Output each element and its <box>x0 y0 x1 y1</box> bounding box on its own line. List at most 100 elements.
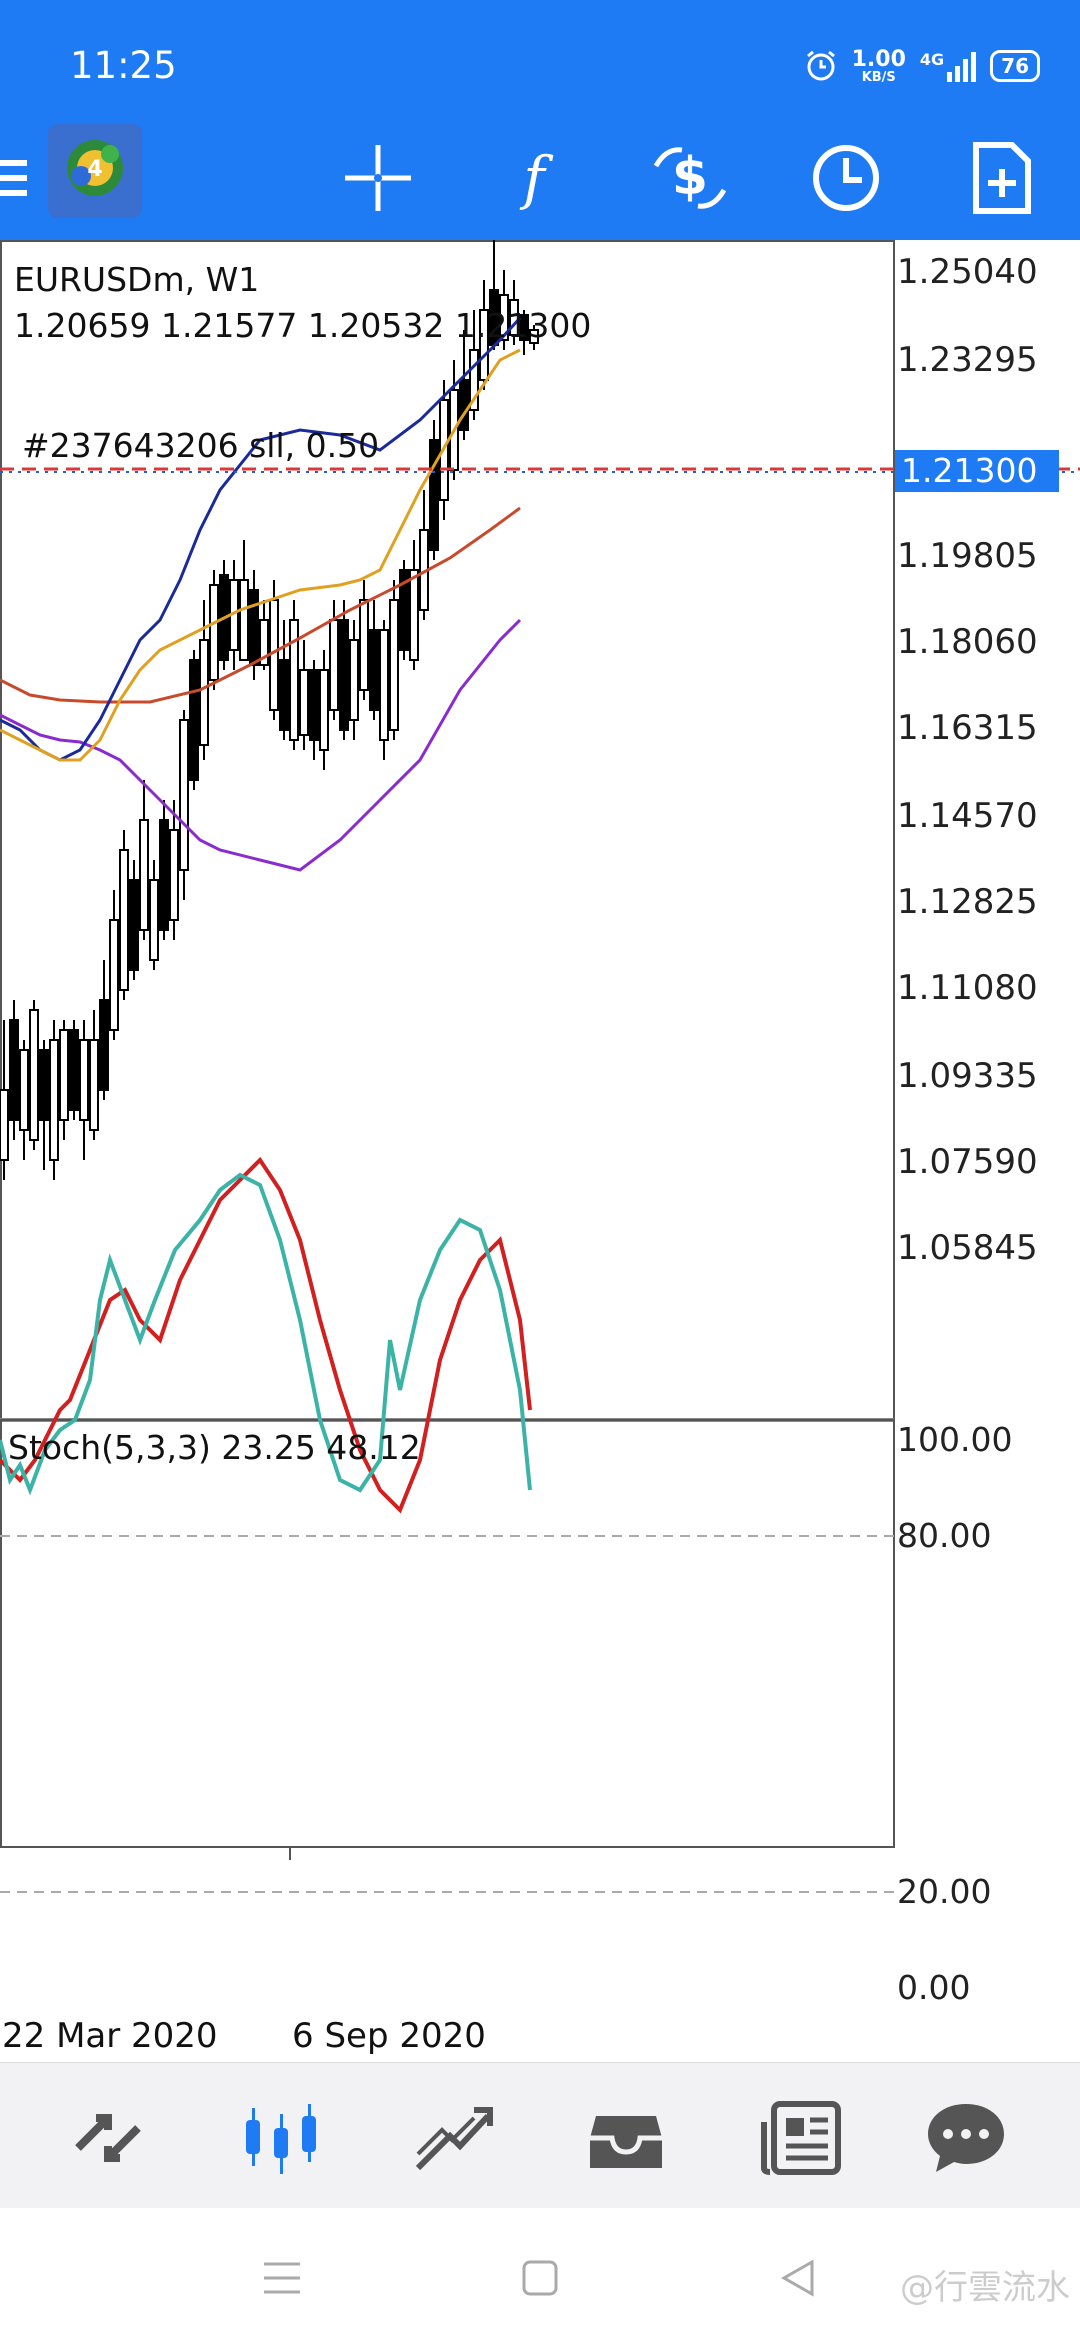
stochastic-axis-label: 0.00 <box>897 1968 971 2007</box>
metatrader-logo[interactable]: 4 <box>48 124 142 218</box>
candle-body <box>169 829 179 921</box>
candle-body <box>99 999 109 1091</box>
candle-body <box>149 879 159 961</box>
signal-type: 4G <box>919 50 945 69</box>
ma-slow-line <box>0 618 522 872</box>
candle-body <box>459 379 469 431</box>
candle-body <box>339 619 349 731</box>
trade-icon[interactable] <box>404 2093 504 2183</box>
candle-body <box>89 1039 99 1131</box>
chart-symbol-timeframe: EURUSDm, W1 <box>14 260 260 299</box>
stochastic-axis-label: 80.00 <box>897 1516 992 1555</box>
messages-icon[interactable] <box>916 2093 1016 2183</box>
candle-body <box>369 629 379 711</box>
price-axis-label: 1.19805 <box>897 536 1038 576</box>
candle-body <box>479 309 489 381</box>
candle-body <box>329 619 339 711</box>
candle-body <box>29 1009 39 1141</box>
candle-body <box>279 659 289 731</box>
chart-ohlc: 1.20659 1.21577 1.20532 1.21300 <box>14 306 592 345</box>
candle-body <box>409 569 419 661</box>
candle-body <box>519 314 529 341</box>
price-axis-label: 1.18060 <box>897 622 1038 662</box>
history-icon[interactable] <box>576 2093 676 2183</box>
net-speed: 1.00 KB/S <box>851 46 906 85</box>
candle-body <box>389 599 399 731</box>
date-label-1: 22 Mar 2020 <box>2 2016 218 2056</box>
candle-body <box>199 639 209 746</box>
crosshair-icon[interactable] <box>336 136 420 220</box>
candle-body <box>239 579 249 661</box>
news-icon[interactable] <box>752 2093 852 2183</box>
stoch-main-line <box>0 1172 532 1496</box>
chart-toolbar: 4 f $ <box>0 116 1080 240</box>
candle-body <box>379 629 389 741</box>
new-order-icon[interactable] <box>960 136 1044 220</box>
price-chart[interactable] <box>0 240 1080 2060</box>
system-nav-bar <box>0 2208 1080 2340</box>
price-axis-label: 1.11080 <box>897 968 1038 1008</box>
price-axis-label: 1.16315 <box>897 708 1038 748</box>
price-axis-label: 1.07590 <box>897 1142 1038 1182</box>
candle-body <box>529 329 539 344</box>
svg-text:4: 4 <box>87 157 102 182</box>
status-indicators: 1.00 KB/S 4G 76 <box>804 46 1040 86</box>
order-label[interactable]: #237643206 sll, 0.50 <box>22 426 380 465</box>
candle-body <box>189 659 199 781</box>
candle-body <box>499 294 509 341</box>
candle-body <box>209 584 219 681</box>
candle-body <box>429 439 439 551</box>
candle-body <box>249 589 259 666</box>
recent-apps-icon[interactable] <box>252 2248 312 2308</box>
price-axis-label: 1.23295 <box>897 340 1038 380</box>
candle-body <box>0 1089 9 1161</box>
candle-body <box>109 919 119 1031</box>
status-time: 11:25 <box>70 44 177 87</box>
quotes-icon[interactable] <box>58 2093 158 2183</box>
home-icon[interactable] <box>510 2248 570 2308</box>
chart-area[interactable] <box>0 240 1080 2060</box>
chart-icon[interactable] <box>232 2093 332 2183</box>
candle-body <box>49 1039 59 1161</box>
candle-body <box>69 1029 79 1111</box>
current-price-label: 1.21300 <box>895 450 1059 492</box>
ma-long-line <box>0 506 521 704</box>
price-axis-label: 1.14570 <box>897 796 1038 836</box>
menu-icon[interactable] <box>0 136 64 220</box>
candle-body <box>79 1039 89 1121</box>
alarm-icon <box>806 50 835 81</box>
stochastic-title: Stoch(5,3,3) 23.25 48.12 <box>8 1428 421 1467</box>
candle-body <box>119 849 129 991</box>
candle-body <box>469 349 479 411</box>
svg-text:$: $ <box>672 147 708 207</box>
stochastic-axis-label: 100.00 <box>897 1420 1013 1459</box>
price-axis-label: 1.12825 <box>897 882 1038 922</box>
date-label-2: 6 Sep 2020 <box>292 2016 486 2056</box>
price-axis-label: 1.05845 <box>897 1228 1038 1268</box>
candle-body <box>509 299 519 336</box>
candle-body <box>289 619 299 741</box>
ma-mid-line <box>0 316 522 762</box>
status-bar: 11:25 1.00 KB/S 4G 76 <box>0 0 1080 116</box>
candle-body <box>179 719 189 871</box>
candle-body <box>59 1029 69 1121</box>
candle-body <box>299 669 309 736</box>
watermark: @行雲流水 <box>900 2268 1070 2308</box>
stochastic-axis-label: 20.00 <box>897 1872 992 1911</box>
price-axis-label: 1.09335 <box>897 1056 1038 1096</box>
candle-body <box>359 599 369 691</box>
candle-body <box>19 1049 29 1131</box>
battery-level: 76 <box>1001 54 1029 78</box>
bottom-nav <box>0 2062 1080 2209</box>
back-icon[interactable] <box>768 2248 828 2308</box>
candle-body <box>159 819 169 931</box>
net-speed-unit: KB/S <box>861 69 896 85</box>
candle-body <box>139 819 149 931</box>
symbol-change-icon[interactable]: $ <box>648 136 732 220</box>
indicators-icon[interactable]: f <box>492 136 576 220</box>
net-speed-value: 1.00 <box>851 46 906 72</box>
battery-icon: 76 <box>990 50 1040 82</box>
candle-body <box>349 639 359 721</box>
timeframe-icon[interactable] <box>804 136 888 220</box>
price-axis-label: 1.25040 <box>897 252 1038 292</box>
